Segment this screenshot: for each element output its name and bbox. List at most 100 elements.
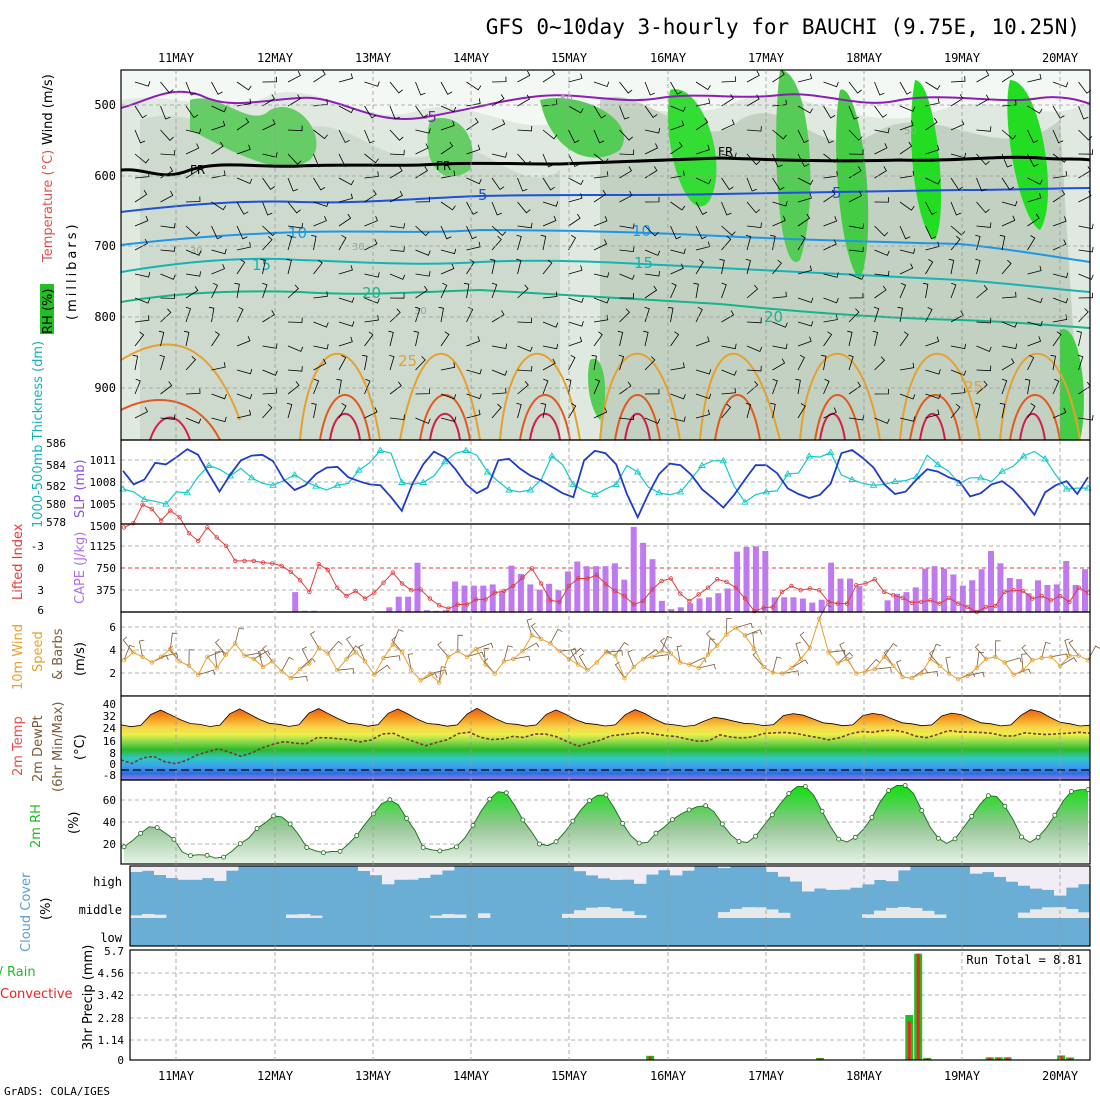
wind-barb (617, 330, 624, 347)
wind-barb (1001, 69, 1015, 83)
cloud-middle-block (886, 907, 899, 918)
wind-barb (211, 393, 227, 400)
wind-barb (338, 321, 355, 327)
wind-barb (388, 330, 394, 347)
top-day-label: 13MAY (355, 51, 392, 65)
wind-barb (286, 402, 293, 419)
thickness-point (140, 495, 149, 502)
wind-barb (745, 402, 752, 419)
wind-speed-point (409, 668, 414, 673)
y-tick-label: 0 (37, 562, 44, 575)
wind-speed-point (779, 671, 785, 676)
wind-barb (236, 306, 244, 323)
thickness-point (462, 446, 470, 453)
wind-speed-point (687, 662, 692, 667)
cape-bar (1072, 585, 1079, 612)
y-tick-label: 6 (37, 604, 44, 617)
top-day-label: 15MAY (551, 51, 588, 65)
wind-barb (364, 105, 377, 119)
wind-barb (440, 170, 456, 179)
wind-barb (976, 94, 990, 107)
surface-wind-barb (253, 650, 271, 660)
rh-area (124, 785, 1088, 864)
cape-bar (414, 562, 421, 612)
wind-barb (262, 152, 278, 158)
cloud-high-block (718, 866, 731, 869)
wind-barb (287, 284, 299, 299)
surface-wind-barb (457, 634, 464, 652)
y-tick-label: 4 (109, 644, 116, 657)
wind-barb (542, 129, 558, 140)
wind-barb (364, 315, 379, 323)
wind-barb (134, 189, 148, 203)
li-point (270, 561, 275, 566)
wind-barb (644, 417, 661, 424)
rh2m-panel: 60 40 20 2m RH (%) (29, 779, 1091, 865)
wind-speed-point (937, 663, 942, 668)
li-point (260, 560, 266, 565)
wind-barb (848, 149, 864, 155)
wind-barb (619, 81, 633, 94)
cape-bar (818, 599, 825, 612)
wind-barb (134, 105, 147, 119)
rh-point (1052, 812, 1058, 818)
wind-barb (746, 365, 762, 372)
rh-point (753, 833, 758, 839)
wind-barb (874, 166, 887, 179)
wind-barb (211, 201, 227, 211)
wind-barb (160, 81, 174, 94)
wind-speed-point (900, 674, 905, 680)
wind-barb (848, 81, 862, 94)
isotherm-label: -5 (422, 108, 437, 126)
wind-barb (185, 306, 192, 323)
cape-bar (649, 559, 656, 612)
wind-barb (542, 215, 557, 227)
rh-point (503, 790, 509, 796)
cloud-high-block (658, 866, 671, 871)
wind-barb (823, 331, 833, 347)
li-point (742, 596, 748, 601)
wind-barb (134, 378, 141, 395)
li-point (437, 603, 442, 608)
li-point (807, 586, 813, 591)
wind-barb (772, 378, 778, 395)
top-day-label: 20MAY (1042, 51, 1079, 65)
cape-bar (988, 551, 994, 612)
y-tick-label: 584 (46, 459, 66, 472)
precip-convective-bar (648, 1056, 652, 1060)
ylabel-cloud-unit: (%) (39, 898, 54, 921)
wind-speed-point (529, 633, 534, 638)
top-day-label: 16MAY (650, 51, 687, 65)
wind-barb (746, 153, 761, 166)
wind-barb (262, 119, 276, 131)
wind-barb (338, 193, 353, 203)
cape-bar (630, 526, 637, 612)
wind-speed-point (1030, 658, 1035, 663)
surface-wind-barb (281, 656, 294, 672)
wind-speed-point (640, 656, 646, 662)
wind-barb (440, 201, 456, 211)
wind-barb (644, 225, 659, 237)
wind-barb (950, 343, 967, 350)
wind-barb (134, 129, 146, 144)
rh-tick-labels: 60 40 20 (103, 794, 116, 851)
wind-speed-point (307, 661, 312, 666)
surface-wind-barb (437, 641, 449, 658)
li-point (455, 602, 460, 607)
wind-speed-point (622, 675, 627, 681)
isotherm-label: FR (718, 145, 733, 159)
wind-barb (950, 76, 966, 83)
wind-barb (491, 369, 508, 376)
rh-point (969, 813, 975, 819)
surface-wind-barb (392, 629, 404, 645)
bottom-day-label: 16MAY (650, 1069, 687, 1083)
y-tick-label: 700 (94, 239, 116, 253)
wind-barb (797, 129, 809, 144)
cloud-high-block (814, 866, 827, 889)
surface-wind-barb (627, 649, 635, 668)
ylabel-2m-temp: 2m Temp (11, 716, 26, 776)
wind-speed-point (956, 677, 961, 682)
wind-barb (1052, 129, 1064, 144)
li-point (205, 525, 210, 530)
surface-wind-barb (945, 656, 951, 674)
